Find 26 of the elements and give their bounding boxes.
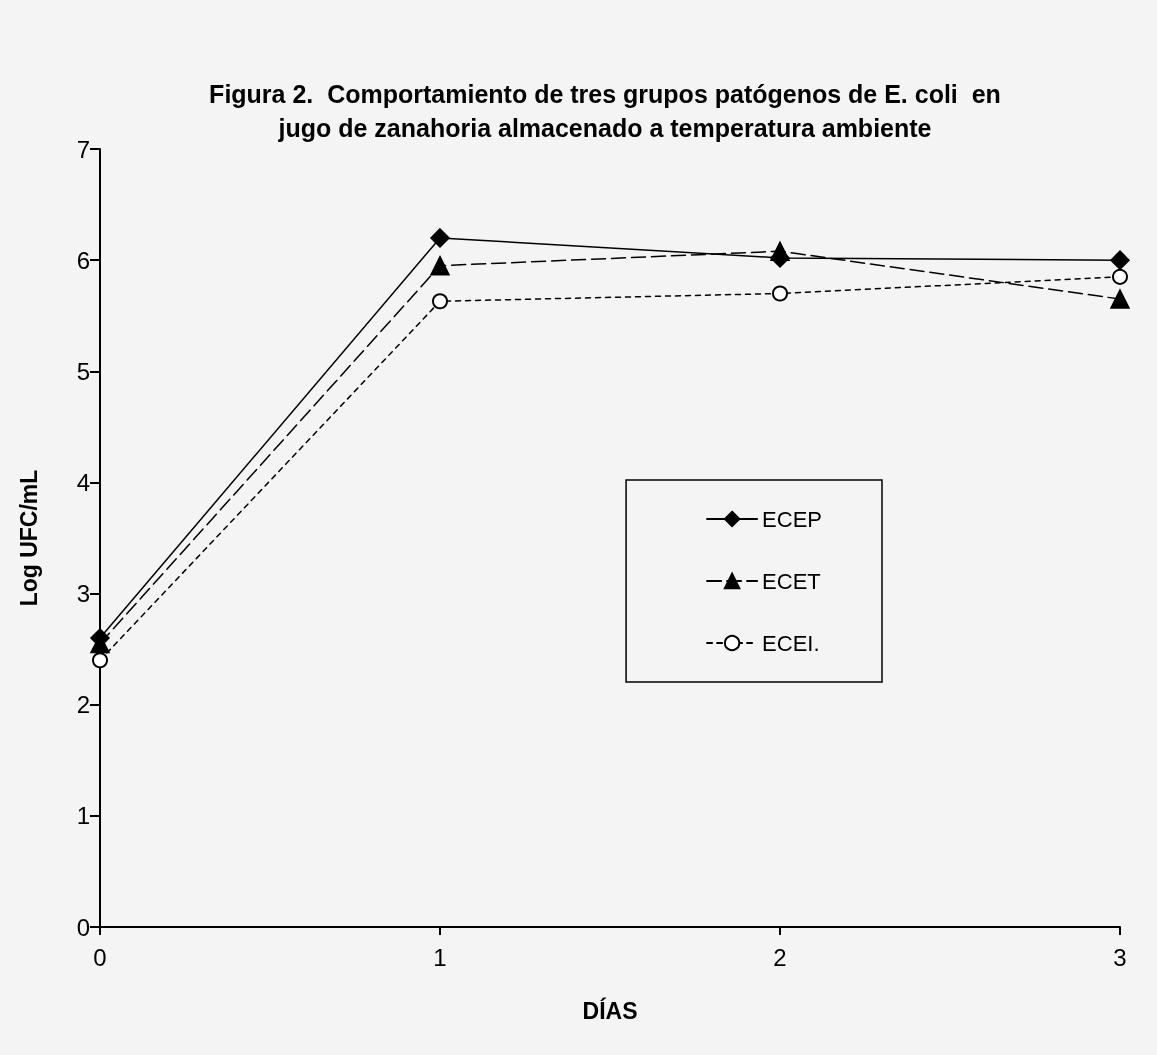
- point: [432, 293, 448, 310]
- point: [772, 285, 788, 302]
- y-tick-label: 1: [76, 802, 90, 830]
- y-tick-label: 4: [76, 468, 90, 496]
- y-tick-label: 0: [76, 913, 90, 941]
- y-axis-title: Log UFC/mL: [15, 469, 42, 607]
- y-tick-label: 2: [76, 691, 90, 719]
- point: [430, 255, 450, 276]
- point: [430, 228, 450, 248]
- y-tick-label: 6: [76, 246, 90, 274]
- y-tick-label: 3: [76, 580, 90, 608]
- point: [92, 652, 108, 669]
- point: [1110, 250, 1130, 270]
- chart-title: Figura 2. Comportamiento de tres grupos patógenos de E. coli en jugo de zanahoria almacenado a temperatura ambiente: [209, 80, 1001, 142]
- x-tick-label: 2: [773, 943, 787, 971]
- y-tick-label: 7: [76, 135, 90, 163]
- point: [1110, 289, 1130, 309]
- legend-label: ECEI.: [762, 630, 820, 656]
- legend-label: ECET: [762, 568, 821, 594]
- legend-label: ECEP: [762, 506, 823, 532]
- x-tick-label: 3: [1113, 943, 1127, 971]
- x-axis-title: DÍAS: [582, 996, 638, 1024]
- x-tick-label: 0: [93, 943, 107, 971]
- point: [1112, 268, 1128, 285]
- x-tick-label: 1: [433, 943, 447, 971]
- y-tick-label: 5: [76, 357, 90, 385]
